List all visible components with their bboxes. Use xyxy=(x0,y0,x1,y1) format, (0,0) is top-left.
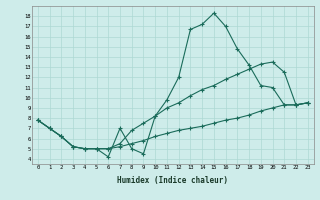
X-axis label: Humidex (Indice chaleur): Humidex (Indice chaleur) xyxy=(117,176,228,185)
